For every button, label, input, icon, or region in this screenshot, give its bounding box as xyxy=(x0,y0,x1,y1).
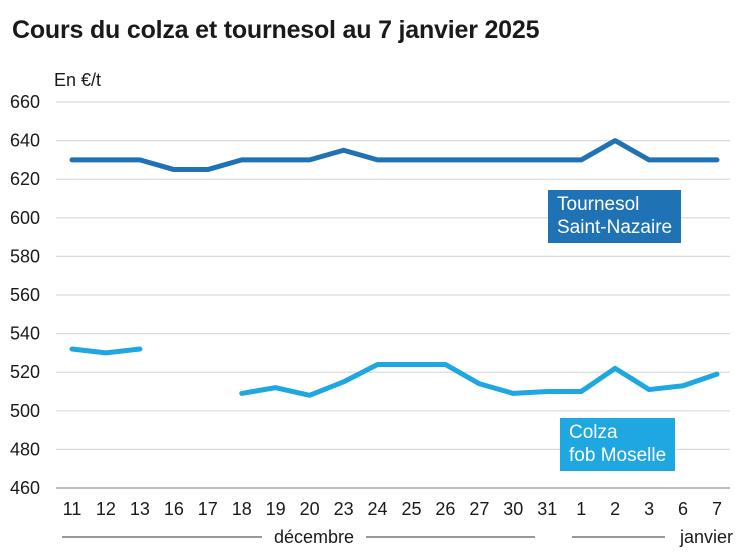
x-tick-label: 18 xyxy=(232,499,252,519)
legend-label-tournesol: Tournesol Saint-Nazaire xyxy=(548,190,682,243)
legend-label-line: fob Moselle xyxy=(569,445,667,466)
x-tick-label: 12 xyxy=(96,499,116,519)
series-line xyxy=(69,346,143,356)
x-tick-label: 13 xyxy=(130,499,150,519)
month-axis: décembre janvier xyxy=(62,527,733,547)
x-tick-label: 27 xyxy=(469,499,489,519)
x-tick-label: 31 xyxy=(537,499,557,519)
x-tick-label: 16 xyxy=(164,499,184,519)
y-tick-label: 660 xyxy=(10,92,40,112)
x-tick-label: 17 xyxy=(198,499,218,519)
x-tick-label: 19 xyxy=(266,499,286,519)
y-tick-label: 560 xyxy=(10,285,40,305)
legend-label-colza: Colza fob Moselle xyxy=(560,418,676,471)
y-tick-label: 600 xyxy=(10,208,40,228)
legend-label-line: Colza xyxy=(569,422,618,443)
x-tick-label: 26 xyxy=(435,499,455,519)
series-line xyxy=(239,361,720,398)
y-tick-label: 520 xyxy=(10,362,40,382)
y-tick-label: 620 xyxy=(10,169,40,189)
y-axis-ticks: 460 480 500 520 540 560 580 600 620 640 660 xyxy=(10,92,40,498)
x-tick-label: 6 xyxy=(678,499,688,519)
legend-label-line: Saint-Nazaire xyxy=(557,217,673,238)
series-line xyxy=(69,138,720,173)
y-tick-label: 580 xyxy=(10,246,40,266)
y-tick-label: 640 xyxy=(10,131,40,151)
x-tick-label: 1 xyxy=(576,499,586,519)
x-tick-label: 11 xyxy=(63,499,82,519)
x-tick-label: 23 xyxy=(334,499,354,519)
x-tick-label: 20 xyxy=(300,499,320,519)
month-label: décembre xyxy=(274,527,354,547)
x-tick-label: 30 xyxy=(503,499,523,519)
x-tick-label: 3 xyxy=(644,499,654,519)
x-tick-label: 25 xyxy=(401,499,421,519)
y-tick-label: 460 xyxy=(10,478,40,498)
series-lines xyxy=(69,138,720,398)
y-tick-label: 540 xyxy=(10,324,40,344)
y-axis-unit-label: En €/t xyxy=(54,70,101,90)
month-label: janvier xyxy=(679,527,733,547)
y-tick-label: 480 xyxy=(10,439,40,459)
x-tick-label: 7 xyxy=(712,499,722,519)
x-tick-label: 2 xyxy=(610,499,620,519)
x-tick-label: 24 xyxy=(368,499,388,519)
chart-title: Cours du colza et tournesol au 7 janvier… xyxy=(12,16,540,44)
x-axis-ticks: 11 12 13 16 17 18 19 20 23 24 25 26 27 30 31 1 2 3 6 7 xyxy=(63,499,722,519)
y-tick-label: 500 xyxy=(10,401,40,421)
legend-label-line: Tournesol xyxy=(557,194,640,215)
